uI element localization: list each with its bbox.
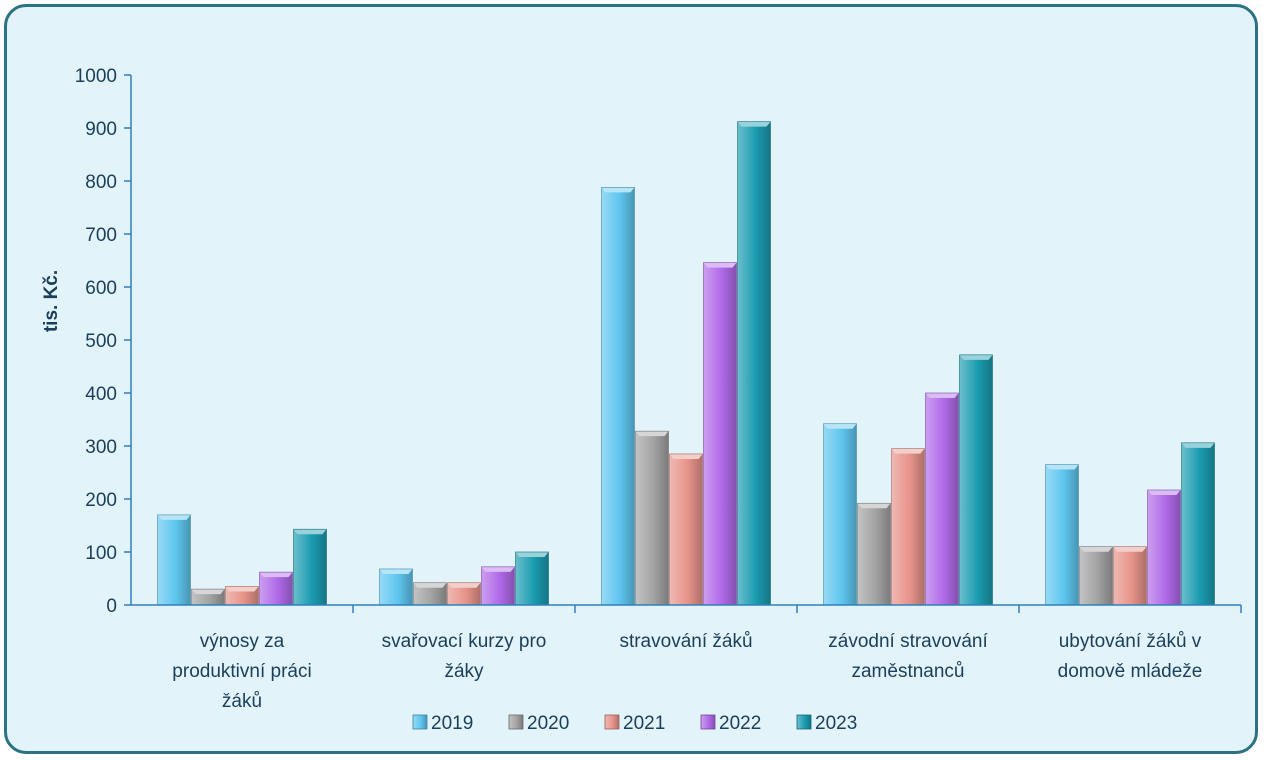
bar-2020-3 <box>635 430 669 606</box>
bar-2022-4 <box>925 392 959 606</box>
bar-2023-3 <box>737 121 771 606</box>
x-category-label: stravování žáků <box>619 631 752 652</box>
legend-item-2023: 2023 <box>796 713 857 734</box>
legend-swatch <box>796 714 812 730</box>
bar-2022-1 <box>259 571 293 606</box>
legend-label: 2019 <box>431 713 473 734</box>
legend-swatch <box>604 714 620 730</box>
bar-2019-2 <box>379 568 413 606</box>
x-category-label: svařovací kurzy pro žáky <box>382 631 547 682</box>
chart-frame: tis. Kč. 0 100 200 300 400 500 600 700 800 900 100… <box>4 4 1258 754</box>
legend-item-2020: 2020 <box>508 713 569 734</box>
bar-2021-4 <box>891 448 925 606</box>
legend-item-2021: 2021 <box>604 713 665 734</box>
legend-item-2019: 2019 <box>412 713 473 734</box>
bar-2019-1 <box>157 514 191 606</box>
bar-2021-2 <box>447 582 481 606</box>
y-tick-label: 800 <box>85 172 117 193</box>
bar-2020-5 <box>1079 546 1113 606</box>
legend-label: 2022 <box>719 713 761 734</box>
bar-2022-2 <box>481 566 515 606</box>
y-axis-title: tis. Kč. <box>41 270 62 332</box>
bar-2022-3 <box>703 262 737 606</box>
y-tick-label: 300 <box>85 437 117 458</box>
x-category-label: výnosy za produktivní práci žáků <box>172 631 311 712</box>
y-tick-label: 0 <box>106 596 117 617</box>
y-tick-label: 700 <box>85 225 117 246</box>
bar-2020-4 <box>857 502 891 606</box>
bar-2023-1 <box>293 528 327 606</box>
y-tick-label: 1000 <box>75 66 117 87</box>
bar-2021-1 <box>225 586 259 606</box>
y-tick-label: 400 <box>85 384 117 405</box>
y-tick-label: 100 <box>85 543 117 564</box>
bar-2020-2 <box>413 582 447 606</box>
legend: 2019 2020 2021 2022 2023 <box>412 713 857 734</box>
bar-2019-5 <box>1045 464 1079 606</box>
bar-2021-5 <box>1113 546 1147 606</box>
bar-2023-2 <box>515 551 549 606</box>
legend-swatch <box>700 714 716 730</box>
bar-chart: tis. Kč. 0 100 200 300 400 500 600 700 800 900 100… <box>41 66 1242 734</box>
bar-2019-4 <box>823 423 857 606</box>
y-tick-label: 900 <box>85 119 117 140</box>
y-tick-label: 500 <box>85 331 117 352</box>
bar-2021-3 <box>669 453 703 606</box>
bar-2023-4 <box>959 354 993 606</box>
legend-item-2022: 2022 <box>700 713 761 734</box>
legend-label: 2021 <box>623 713 665 734</box>
y-tick-label: 600 <box>85 278 117 299</box>
bar-2022-5 <box>1147 489 1181 606</box>
bar-2019-3 <box>601 187 635 606</box>
bar-2023-5 <box>1181 442 1215 606</box>
legend-swatch <box>412 714 428 730</box>
bar-2020-1 <box>191 588 225 606</box>
y-tick-label: 200 <box>85 490 117 511</box>
legend-label: 2020 <box>527 713 569 734</box>
x-category-label: ubytování žáků v domově mládeže <box>1058 631 1203 682</box>
x-category-label: závodní stravování zaměstnanců <box>828 631 988 682</box>
legend-label: 2023 <box>815 713 857 734</box>
legend-swatch <box>508 714 524 730</box>
